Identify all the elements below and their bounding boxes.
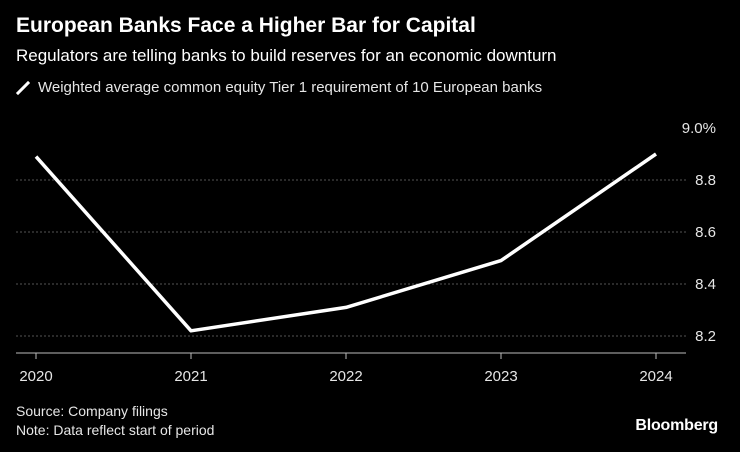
x-tick-label-2024: 2024 <box>639 368 672 385</box>
legend-label: Weighted average common equity Tier 1 re… <box>38 79 543 96</box>
y-tick-label: 8.6 <box>695 224 716 241</box>
source-note: Source: Company filings <box>16 403 168 419</box>
legend: Weighted average common equity Tier 1 re… <box>16 79 542 96</box>
y-tick-label: 8.8 <box>695 172 716 189</box>
x-tick-label-2022: 2022 <box>329 368 362 385</box>
series-line-0 <box>34 152 657 333</box>
y-tick-label: 8.2 <box>695 328 716 345</box>
y-axis-labels: 9.0% 8.8 8.6 8.4 8.2 <box>682 120 716 345</box>
chart-title: European Banks Face a Higher Bar for Cap… <box>16 14 476 37</box>
y-tick-label: 8.4 <box>695 276 716 293</box>
x-tick-label-2023: 2023 <box>484 368 517 385</box>
x-axis <box>16 352 686 359</box>
x-tick-label-2020: 2020 <box>19 368 52 385</box>
chart-subtitle: Regulators are telling banks to build re… <box>16 46 557 65</box>
y-tick-label: 9.0% <box>682 120 716 137</box>
series-line-group <box>34 152 657 333</box>
data-note: Note: Data reflect start of period <box>16 422 215 438</box>
x-tick-label-2021: 2021 <box>174 368 207 385</box>
legend-line-icon <box>16 80 30 95</box>
x-axis-labels: 2020 2021 2022 2023 2024 <box>19 368 672 385</box>
bloomberg-logo: Bloomberg <box>635 417 718 434</box>
